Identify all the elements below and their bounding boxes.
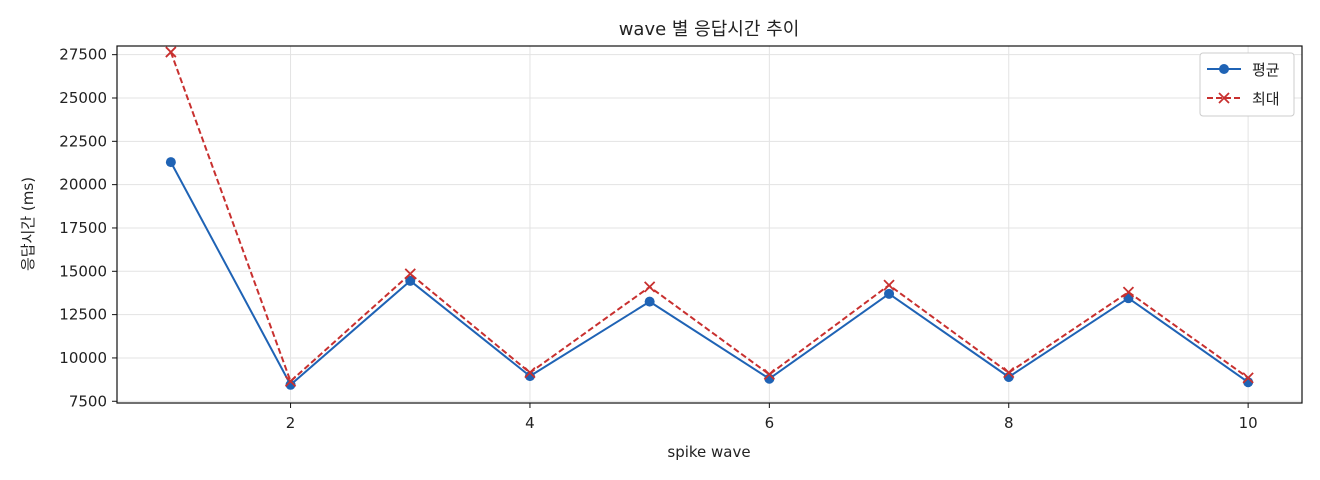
data-point-max	[1242, 372, 1254, 384]
legend-marker-avg	[1219, 64, 1229, 74]
data-point-max	[883, 279, 895, 291]
legend: 평균 최대	[1199, 52, 1295, 117]
y-tick-label: 20000	[59, 176, 107, 194]
x-tick-label: 8	[1004, 414, 1014, 432]
legend-marker-max	[1218, 92, 1230, 104]
legend-x-marker	[1218, 92, 1230, 104]
y-tick-label: 17500	[59, 219, 107, 237]
data-point-max	[524, 367, 536, 379]
x-tick-label: 10	[1239, 414, 1258, 432]
data-point-max	[644, 281, 656, 293]
data-point-max	[165, 46, 177, 58]
data-point-avg	[644, 296, 655, 307]
x-tick-label: 2	[286, 414, 296, 432]
plot-frame	[116, 45, 1303, 404]
grid-layer	[117, 46, 1302, 403]
tick-layer: 2 4 6 8 10 7500 10000 12500 15000 17500 20000 22500…	[59, 46, 1257, 432]
series-layer	[165, 46, 1254, 390]
data-point-max	[1122, 286, 1135, 298]
data-point-avg	[524, 371, 535, 382]
legend-box	[1199, 52, 1295, 117]
y-tick-label: 10000	[59, 349, 107, 367]
data-point-avg	[165, 157, 176, 168]
x-axis-title: spike wave	[667, 443, 750, 461]
series-line-avg	[169, 161, 1249, 386]
x-tick-label: 6	[765, 414, 775, 432]
data-point-avg	[884, 288, 895, 299]
y-tick-label: 27500	[59, 46, 107, 64]
data-point-max	[1003, 367, 1015, 379]
legend-label-avg: 평균	[1252, 61, 1280, 79]
data-point-max	[284, 375, 297, 387]
data-point-max	[404, 268, 416, 280]
y-axis-title: 응답시간 (ms)	[19, 177, 37, 271]
x-tick-label: 4	[525, 414, 535, 432]
y-tick-label: 7500	[69, 392, 107, 410]
y-tick-label: 15000	[59, 262, 107, 280]
chart-title: wave 별 응답시간 추이	[619, 19, 800, 40]
legend-label-max: 최대	[1252, 90, 1280, 108]
y-tick-label: 25000	[59, 89, 107, 107]
series-line-max	[169, 51, 1249, 383]
y-tick-label: 22500	[59, 132, 107, 150]
data-point-avg	[405, 275, 416, 286]
data-point-max	[763, 368, 775, 381]
y-tick-label: 12500	[59, 306, 107, 324]
data-point-avg	[285, 379, 296, 390]
